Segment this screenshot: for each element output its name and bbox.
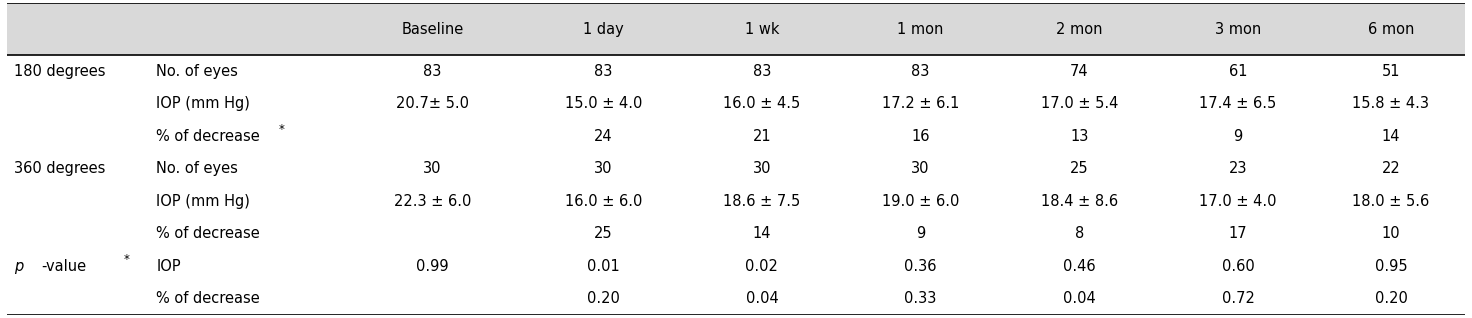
Text: 14: 14 [1382, 129, 1400, 144]
Text: 17.4 ± 6.5: 17.4 ± 6.5 [1200, 96, 1276, 111]
Text: 21: 21 [752, 129, 771, 144]
Text: 30: 30 [595, 161, 612, 176]
Text: 19.0 ± 6.0: 19.0 ± 6.0 [882, 194, 960, 209]
Text: 83: 83 [752, 64, 771, 79]
Text: 6 mon: 6 mon [1367, 22, 1415, 37]
Text: 0.99: 0.99 [417, 259, 449, 273]
Text: 16.0 ± 6.0: 16.0 ± 6.0 [565, 194, 642, 209]
Text: 25: 25 [593, 226, 612, 241]
Text: 2 mon: 2 mon [1055, 22, 1103, 37]
Text: 1 day: 1 day [583, 22, 624, 37]
Text: 18.0 ± 5.6: 18.0 ± 5.6 [1353, 194, 1429, 209]
Text: 0.36: 0.36 [904, 259, 936, 273]
Text: 22: 22 [1382, 161, 1400, 176]
Text: 10: 10 [1382, 226, 1400, 241]
Text: 0.33: 0.33 [904, 291, 936, 306]
Text: 18.6 ± 7.5: 18.6 ± 7.5 [723, 194, 801, 209]
Text: 30: 30 [422, 161, 442, 176]
Text: -value: -value [41, 259, 87, 273]
Text: *: * [124, 253, 130, 266]
Text: 14: 14 [752, 226, 771, 241]
Text: 74: 74 [1070, 64, 1089, 79]
Text: 15.0 ± 4.0: 15.0 ± 4.0 [565, 96, 642, 111]
Text: IOP (mm Hg): IOP (mm Hg) [156, 194, 250, 209]
Text: 360 degrees: 360 degrees [13, 161, 105, 176]
Text: 0.95: 0.95 [1375, 259, 1407, 273]
Text: 25: 25 [1070, 161, 1089, 176]
Text: 83: 83 [424, 64, 442, 79]
Text: 9: 9 [916, 226, 926, 241]
Text: p: p [13, 259, 24, 273]
Text: 0.01: 0.01 [587, 259, 620, 273]
Bar [7, 3, 1465, 55]
Text: 18.4 ± 8.6: 18.4 ± 8.6 [1041, 194, 1117, 209]
Text: 30: 30 [911, 161, 930, 176]
Text: 0.20: 0.20 [587, 291, 620, 306]
Text: Baseline: Baseline [402, 22, 464, 37]
Text: 0.72: 0.72 [1222, 291, 1254, 306]
Text: No. of eyes: No. of eyes [156, 64, 238, 79]
Text: IOP (mm Hg): IOP (mm Hg) [156, 96, 250, 111]
Text: 0.60: 0.60 [1222, 259, 1254, 273]
Text: 30: 30 [752, 161, 771, 176]
Text: 17: 17 [1229, 226, 1247, 241]
Text: 83: 83 [911, 64, 930, 79]
Text: 83: 83 [595, 64, 612, 79]
Text: 1 wk: 1 wk [745, 22, 779, 37]
Text: 0.04: 0.04 [1063, 291, 1095, 306]
Text: 16.0 ± 4.5: 16.0 ± 4.5 [723, 96, 801, 111]
Text: 8: 8 [1075, 226, 1083, 241]
Text: 0.04: 0.04 [745, 291, 779, 306]
Text: *: * [278, 123, 284, 136]
Text: No. of eyes: No. of eyes [156, 161, 238, 176]
Text: 13: 13 [1070, 129, 1088, 144]
Text: 0.46: 0.46 [1063, 259, 1095, 273]
Text: 23: 23 [1229, 161, 1247, 176]
Text: 22.3 ± 6.0: 22.3 ± 6.0 [393, 194, 471, 209]
Text: 180 degrees: 180 degrees [13, 64, 106, 79]
Text: 17.0 ± 5.4: 17.0 ± 5.4 [1041, 96, 1117, 111]
Text: 0.20: 0.20 [1375, 291, 1407, 306]
Text: % of decrease: % of decrease [156, 226, 261, 241]
Text: 17.0 ± 4.0: 17.0 ± 4.0 [1200, 194, 1276, 209]
Text: 17.2 ± 6.1: 17.2 ± 6.1 [882, 96, 960, 111]
Text: 24: 24 [593, 129, 612, 144]
Text: 15.8 ± 4.3: 15.8 ± 4.3 [1353, 96, 1429, 111]
Text: 9: 9 [1234, 129, 1242, 144]
Text: 61: 61 [1229, 64, 1247, 79]
Text: % of decrease: % of decrease [156, 129, 261, 144]
Text: 0.02: 0.02 [745, 259, 779, 273]
Text: 20.7± 5.0: 20.7± 5.0 [396, 96, 470, 111]
Text: 3 mon: 3 mon [1214, 22, 1262, 37]
Text: IOP: IOP [156, 259, 181, 273]
Text: 1 mon: 1 mon [898, 22, 944, 37]
Text: % of decrease: % of decrease [156, 291, 261, 306]
Text: 16: 16 [911, 129, 930, 144]
Text: 51: 51 [1382, 64, 1400, 79]
